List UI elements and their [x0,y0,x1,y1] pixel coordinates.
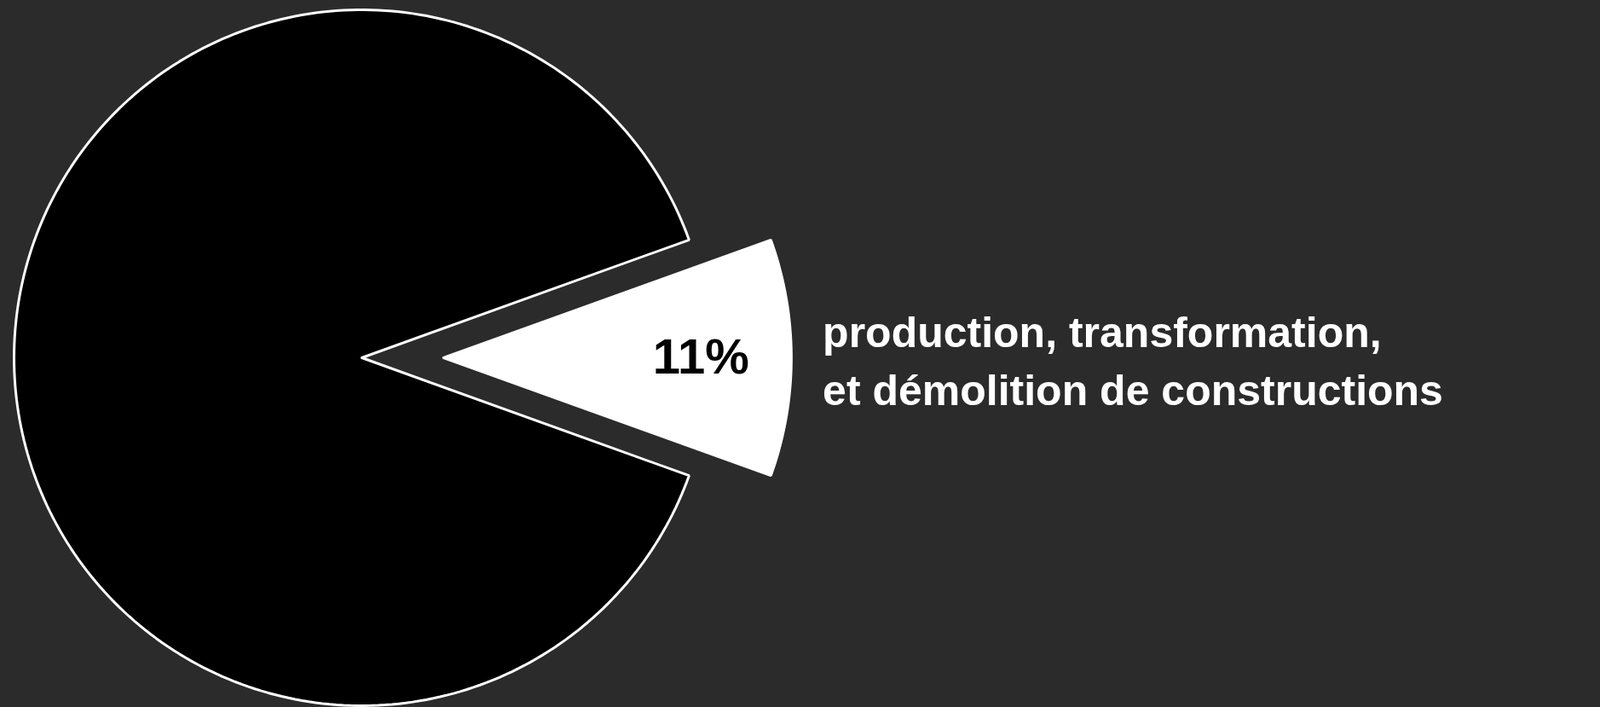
svg-text:11%: 11% [652,328,750,384]
svg-text:production, transformation,et: production, transformation,et démolition… [822,308,1444,415]
